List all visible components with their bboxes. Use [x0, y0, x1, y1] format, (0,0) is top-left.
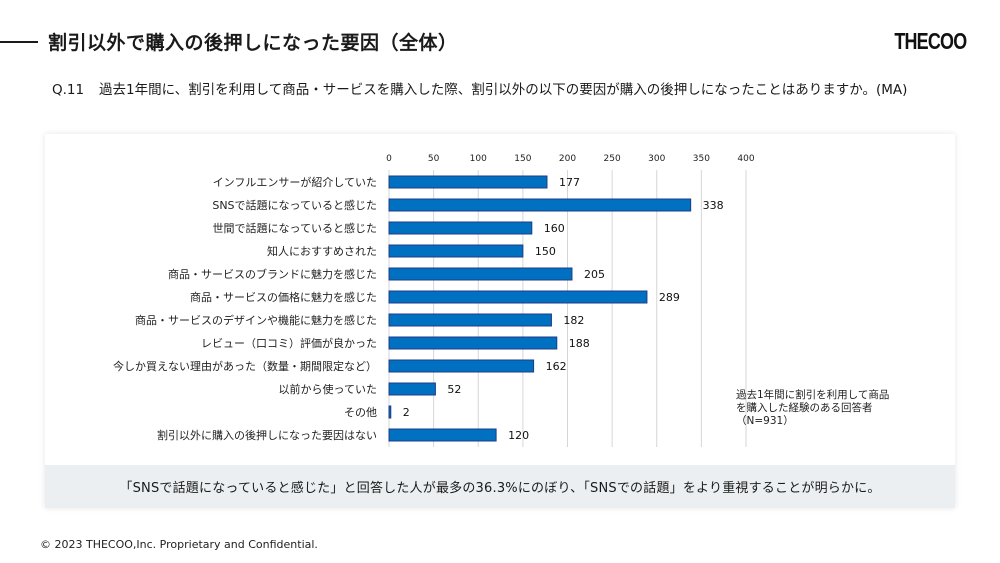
- summary-text: 「SNSで話題になっていると感じた」と回答した人が最多の36.3%にのぼり、「S…: [119, 481, 881, 496]
- x-tick-label: 400: [737, 154, 754, 164]
- value-label: 52: [447, 383, 461, 396]
- bar: [388, 313, 552, 327]
- bar: [388, 244, 524, 258]
- x-tick-label: 200: [559, 154, 576, 164]
- value-label: 162: [546, 360, 567, 373]
- bar: [388, 175, 548, 189]
- bars: [388, 175, 692, 442]
- x-axis-ticks: 0 50 100 150 200 250 300 350 400: [386, 154, 755, 164]
- sample-note: 過去1年間に割引を利用して商品 を購入した経験のある回答者 （N=931）: [736, 389, 890, 427]
- bar: [388, 382, 436, 396]
- value-label: 120: [508, 429, 529, 442]
- bar: [388, 336, 558, 350]
- summary-box: 「SNSで話題になっていると感じた」と回答した人が最多の36.3%にのぼり、「S…: [45, 465, 955, 508]
- bar: [388, 267, 573, 281]
- value-label: 188: [569, 337, 590, 350]
- category-label: レビュー（口コミ）評価が良かった: [201, 336, 377, 350]
- category-label: インフルエンサーが紹介していた: [213, 175, 377, 189]
- bar: [388, 198, 692, 212]
- bar: [388, 405, 392, 419]
- thecoo-logo: THECOO: [893, 28, 967, 54]
- x-tick-label: 350: [693, 154, 710, 164]
- bar: [388, 359, 535, 373]
- question-number: Q.11: [52, 82, 85, 98]
- category-label: 今しか買えない理由があった（数量・期間限定など）: [113, 359, 377, 373]
- bar: [388, 428, 497, 442]
- category-label: 商品・サービスの価格に魅力を感じた: [190, 290, 377, 304]
- question-text: 過去1年間に、割引を利用して商品・サービスを購入した際、割引以外の以下の要因が購…: [99, 82, 908, 98]
- category-label: 世間で話題になっていると感じた: [213, 221, 377, 235]
- value-label: 205: [584, 268, 605, 281]
- value-label: 182: [563, 314, 584, 327]
- category-labels: インフルエンサーが紹介していた SNSで話題になっていると感じた世間で話題になって…: [113, 175, 377, 442]
- x-tick-label: 250: [604, 154, 621, 164]
- value-label: 2: [403, 406, 410, 419]
- category-label: SNSで話題になっていると感じた: [212, 198, 377, 212]
- bar: [388, 290, 648, 304]
- x-tick-label: 50: [428, 154, 440, 164]
- value-label: 289: [659, 291, 680, 304]
- gridlines: [388, 170, 747, 447]
- category-label: 以前から使っていた: [279, 382, 377, 396]
- title-rule: [0, 41, 38, 43]
- copyright-footer: © 2023 THECOO,Inc. Proprietary and Confi…: [40, 538, 318, 551]
- value-label: 160: [544, 222, 565, 235]
- category-label: 商品・サービスのブランドに魅力を感じた: [168, 267, 377, 281]
- x-tick-label: 300: [648, 154, 665, 164]
- category-label: その他: [344, 406, 377, 419]
- page-title: 割引以外で購入の後押しになった要因（全体）: [48, 32, 458, 54]
- question: Q.11 過去1年間に、割引を利用して商品・サービスを購入した際、割引以外の以下…: [52, 80, 952, 101]
- value-label: 338: [703, 199, 724, 212]
- value-label: 150: [535, 245, 556, 258]
- category-label: 商品・サービスのデザインや機能に魅力を感じた: [135, 313, 377, 327]
- category-label: 知人におすすめされた: [267, 244, 377, 258]
- x-tick-label: 0: [386, 154, 392, 164]
- bar: [388, 221, 533, 235]
- x-tick-label: 100: [470, 154, 487, 164]
- x-tick-label: 150: [514, 154, 531, 164]
- value-label: 177: [559, 176, 580, 189]
- category-label: 割引以外に購入の後押しになった要因はない: [157, 428, 377, 442]
